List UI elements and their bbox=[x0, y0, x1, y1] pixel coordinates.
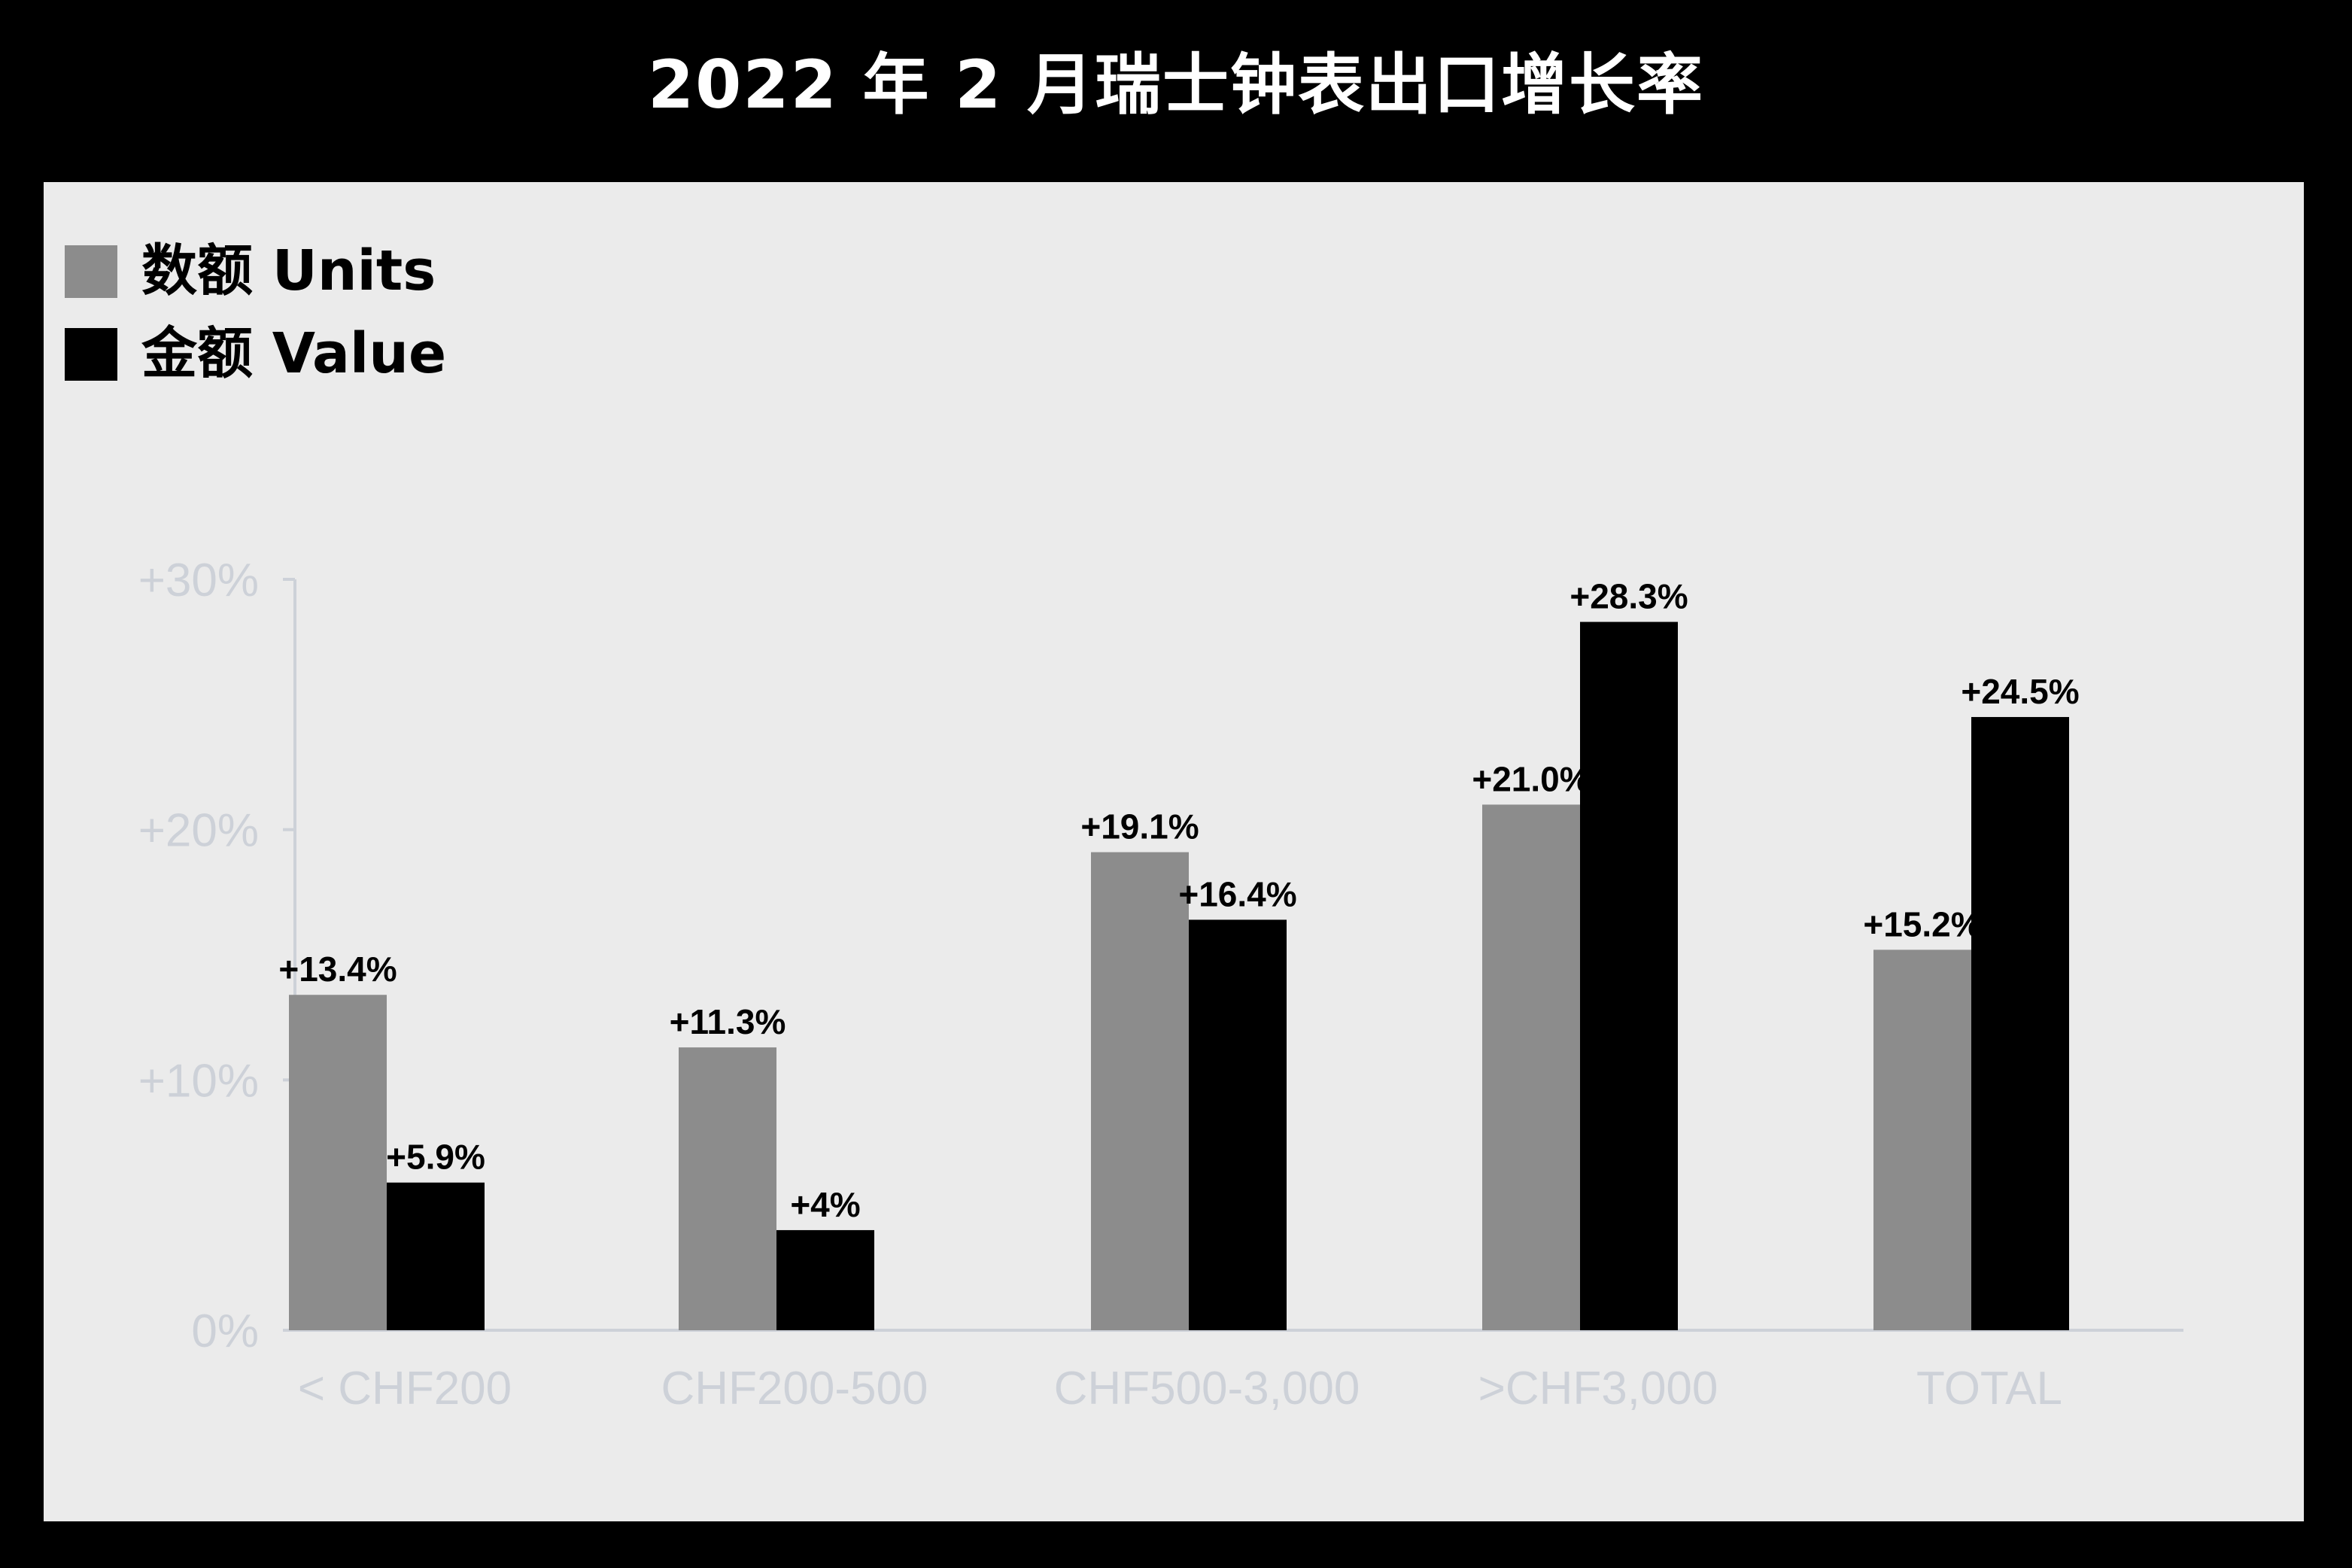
bar-value-2 bbox=[1189, 919, 1287, 1330]
axes: 0% +10% +20% +30% bbox=[138, 555, 2183, 1357]
data-label: +16.4% bbox=[1178, 874, 1296, 913]
data-label: +4% bbox=[790, 1185, 860, 1224]
bar-value-4 bbox=[1971, 716, 2069, 1330]
bar-units-2 bbox=[1091, 852, 1189, 1330]
category-label: CHF500-3,000 bbox=[1054, 1363, 1360, 1415]
bar-units-1 bbox=[679, 1047, 776, 1330]
data-label: +21.0% bbox=[1472, 759, 1590, 798]
bar-value-1 bbox=[776, 1229, 874, 1330]
bars bbox=[289, 621, 2069, 1330]
y-tick-label: +20% bbox=[138, 805, 259, 857]
y-tick-label: 0% bbox=[191, 1305, 259, 1357]
bar-units-3 bbox=[1482, 804, 1580, 1330]
category-label: TOTAL bbox=[1916, 1363, 2062, 1415]
legend-label-units: 数额 Units bbox=[141, 239, 436, 303]
bar-value-3 bbox=[1580, 621, 1678, 1330]
bar-units-0 bbox=[289, 995, 387, 1330]
labels: < CHF200 +13.4% +5.9% CHF200-500 +11.3% +4% CH… bbox=[278, 577, 2079, 1415]
y-tick-label: +10% bbox=[138, 1055, 259, 1107]
data-label: +15.2% bbox=[1863, 904, 1981, 944]
data-label: +5.9% bbox=[386, 1138, 485, 1177]
legend-swatch-units bbox=[65, 245, 117, 298]
chart-title: 2022 年 2 月瑞士钟表出口增长率 bbox=[647, 46, 1705, 123]
data-label: +19.1% bbox=[1080, 807, 1199, 846]
legend-label-value: 金额 Value bbox=[141, 321, 447, 386]
category-label: CHF200-500 bbox=[661, 1363, 928, 1415]
legend-swatch-value bbox=[65, 328, 117, 381]
bar-units-4 bbox=[1873, 950, 1971, 1330]
bar-value-0 bbox=[387, 1182, 485, 1330]
data-label: +24.5% bbox=[1961, 672, 2079, 711]
data-label: +13.4% bbox=[278, 950, 397, 989]
data-label: +11.3% bbox=[670, 1002, 786, 1041]
y-tick-label: +30% bbox=[138, 555, 259, 606]
category-label: < CHF200 bbox=[298, 1363, 512, 1415]
data-label: +28.3% bbox=[1570, 577, 1688, 616]
category-label: >CHF3,000 bbox=[1478, 1363, 1718, 1415]
